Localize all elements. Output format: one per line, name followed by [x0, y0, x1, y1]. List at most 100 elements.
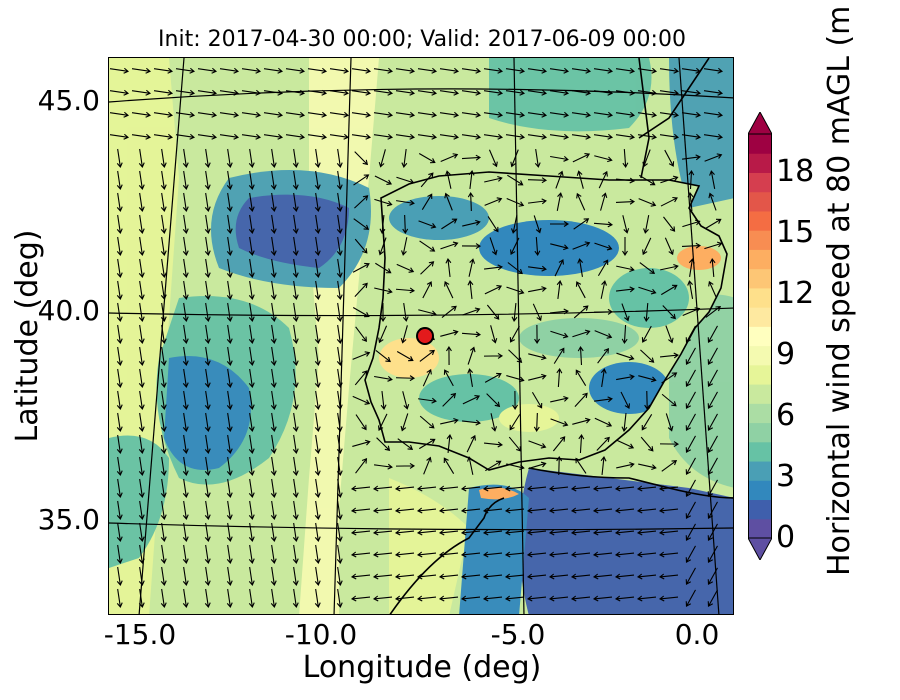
wind-arrow	[703, 89, 724, 96]
wind-arrow	[182, 500, 189, 521]
wind-arrow	[707, 347, 718, 366]
wind-arrow	[270, 302, 277, 323]
wind-arrow	[116, 280, 123, 301]
wind-arrow	[395, 462, 416, 469]
wind-arrow	[570, 485, 591, 492]
wind-arrow	[248, 236, 255, 257]
wind-arrow	[490, 413, 498, 432]
wind-arrow	[636, 507, 657, 514]
wind-arrow	[116, 148, 123, 169]
wind-arrow	[548, 595, 569, 602]
wind-arrow	[219, 133, 240, 140]
wind-arrow	[644, 390, 651, 411]
wind-arrow	[204, 434, 211, 455]
wind-arrow	[594, 242, 613, 251]
wind-arrow	[314, 456, 321, 477]
wind-arrow	[336, 390, 343, 411]
wind-arrow	[658, 529, 679, 536]
wind-arrow	[615, 133, 636, 140]
wind-arrow	[395, 375, 416, 382]
wind-arrow	[593, 67, 614, 74]
wind-arrow	[182, 368, 189, 389]
colorbar-extend-max	[748, 112, 772, 135]
wind-arrow	[482, 573, 503, 580]
wind-arrow	[153, 89, 174, 96]
wind-arrow	[527, 133, 548, 140]
wind-arrow	[438, 573, 459, 580]
wind-arrow	[352, 351, 371, 360]
wind-arrow	[292, 544, 299, 565]
wind-arrow	[270, 566, 277, 587]
wind-arrow	[638, 198, 657, 207]
wind-arrow	[505, 133, 526, 140]
wind-arrow	[509, 414, 521, 431]
wind-arrow	[270, 324, 277, 345]
wind-arrow	[441, 218, 458, 230]
wind-arrow	[527, 177, 548, 184]
wind-arrow	[594, 155, 613, 163]
colorbar-tick-0: 0	[776, 520, 796, 555]
wind-arrow	[352, 395, 371, 405]
wind-arrow	[395, 67, 416, 74]
wind-arrow	[160, 280, 167, 301]
wind-arrow	[682, 307, 701, 317]
wind-arrow	[707, 479, 718, 498]
wind-arrow	[204, 412, 211, 433]
wind-arrow	[182, 302, 189, 323]
wind-arrow	[241, 67, 262, 74]
wind-arrow	[467, 191, 474, 212]
wind-arrow	[418, 153, 436, 164]
wind-arrow	[466, 434, 476, 453]
wind-arrow	[444, 170, 452, 189]
wind-arrow	[658, 595, 679, 602]
wind-arrow	[620, 391, 631, 409]
wind-arrow	[160, 214, 167, 235]
wind-arrow	[307, 67, 328, 74]
wind-arrow	[352, 262, 370, 273]
wind-arrow	[505, 111, 526, 118]
wind-arrow	[270, 170, 277, 191]
wind-arrow	[354, 151, 369, 166]
wind-arrow	[204, 280, 211, 301]
wind-arrow	[204, 236, 211, 257]
wind-arrow	[314, 434, 321, 455]
wind-arrow	[378, 149, 386, 168]
wind-arrow	[292, 258, 299, 279]
wind-arrow	[506, 286, 525, 295]
wind-arrow	[504, 485, 525, 492]
wind-arrow	[506, 198, 525, 207]
wind-arrow	[593, 133, 614, 140]
wind-arrow	[248, 214, 255, 235]
wind-arrow	[396, 176, 415, 185]
wind-arrow	[443, 457, 455, 474]
wind-arrow	[292, 434, 299, 455]
wind-arrow	[418, 397, 437, 404]
wind-arrow	[571, 89, 592, 96]
wind-arrow	[527, 67, 548, 74]
wind-arrow	[182, 434, 189, 455]
wind-arrow	[182, 324, 189, 345]
wind-arrow	[109, 111, 130, 118]
wind-arrow	[527, 89, 548, 96]
wind-arrow	[131, 89, 152, 96]
wind-arrow	[637, 111, 658, 118]
wind-arrow	[507, 262, 523, 275]
wind-arrow	[336, 324, 343, 345]
wind-arrow	[438, 595, 459, 602]
wind-arrow	[665, 413, 674, 432]
wind-arrow	[292, 522, 299, 543]
wind-arrow	[528, 440, 547, 449]
wind-arrow	[160, 368, 167, 389]
wind-arrow	[160, 412, 167, 433]
wind-arrow	[572, 241, 591, 250]
wind-arrow	[422, 368, 432, 387]
wind-arrow	[400, 413, 409, 432]
wind-arrow	[109, 67, 130, 74]
wind-arrow	[182, 522, 189, 543]
wind-arrow	[482, 595, 503, 602]
wind-arrow	[663, 216, 676, 232]
wind-arrow	[534, 236, 541, 257]
wind-arrow	[570, 529, 591, 536]
wind-arrow	[355, 326, 367, 343]
wind-arrow	[314, 214, 321, 235]
